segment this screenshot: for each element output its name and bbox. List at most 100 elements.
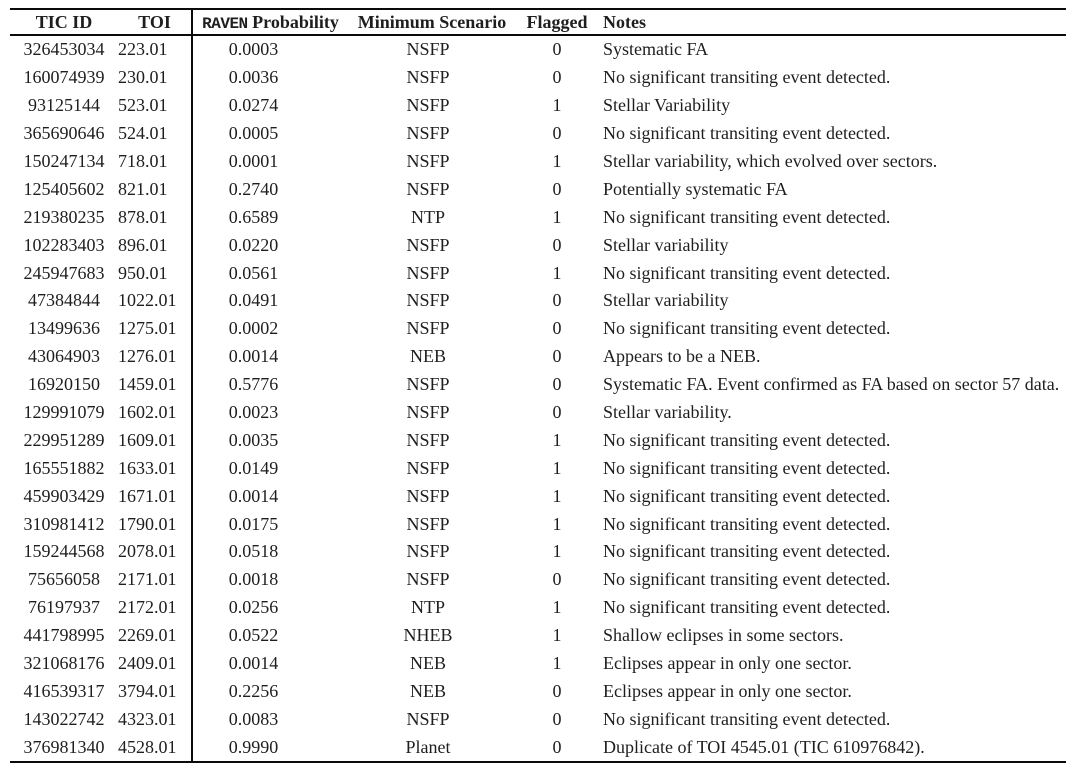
flagged-cell: 1: [552, 541, 562, 562]
raven-probability-cell: 0.2256: [191, 677, 348, 706]
raven-probability-cell: 0.0175: [191, 510, 348, 539]
table-row: 321068176 2409.01 0.0014 NEB 1 Eclipses …: [10, 649, 1066, 678]
notes-cell: Systematic FA: [603, 39, 709, 60]
table-row: 229951289 1609.01 0.0035 NSFP 1 No signi…: [10, 426, 1066, 455]
notes-cell: No significant transiting event detected…: [603, 485, 891, 506]
table-row: 143022742 4323.01 0.0083 NSFP 0 No signi…: [10, 705, 1066, 734]
probability-label: Probability: [252, 11, 339, 32]
notes-cell: Potentially systematic FA: [603, 178, 788, 199]
minimum-scenario-cell: NHEB: [403, 625, 453, 646]
table-row: 43064903 1276.01 0.0014 NEB 0 Appears to…: [10, 342, 1066, 371]
toi-cell: 1790.01: [118, 513, 177, 534]
raven-probability-cell: 0.0018: [191, 565, 348, 594]
tic-id-cell: 160074939: [23, 67, 105, 88]
toi-cell: 1022.01: [118, 290, 177, 311]
minimum-scenario-cell: NSFP: [406, 569, 450, 590]
flagged-cell: 0: [552, 374, 562, 395]
tic-id-cell: 150247134: [23, 151, 105, 171]
minimum-scenario-cell: NSFP: [406, 67, 450, 88]
toi-cell: 523.01: [118, 95, 168, 116]
tic-id-cell: 365690646: [23, 123, 105, 144]
tic-id-cell: 102283403: [23, 234, 105, 255]
column-header-minimum-scenario: Minimum Scenario: [348, 9, 516, 36]
toi-cell: 950.01: [118, 262, 168, 283]
flagged-cell: 0: [552, 680, 562, 701]
table-row: 16920150 1459.01 0.5776 NSFP 0 Systemati…: [10, 370, 1066, 399]
tic-id-cell: 129991079: [23, 402, 105, 423]
notes-cell: Stellar variability.: [603, 402, 732, 423]
minimum-scenario-cell: NSFP: [406, 318, 450, 339]
table-row: 125405602 821.01 0.2740 NSFP 0 Potential…: [10, 175, 1066, 204]
flagged-cell: 0: [552, 234, 562, 255]
raven-probability-cell: 0.0005: [191, 119, 348, 148]
flagged-cell: 1: [552, 513, 562, 534]
notes-cell: Appears to be a NEB.: [603, 346, 761, 367]
flagged-cell: 0: [552, 39, 562, 60]
table-row: 13499636 1275.01 0.0002 NSFP 0 No signif…: [10, 314, 1066, 343]
minimum-scenario-cell: NSFP: [406, 123, 450, 144]
minimum-scenario-cell: NSFP: [406, 708, 450, 729]
table-row: 159244568 2078.01 0.0518 NSFP 1 No signi…: [10, 538, 1066, 566]
tic-id-cell: 43064903: [28, 346, 100, 367]
table-row: 326453034 223.01 0.0003 NSFP 0 Systemati…: [10, 35, 1066, 64]
tic-id-cell: 165551882: [23, 457, 105, 478]
minimum-scenario-cell: NEB: [410, 653, 446, 674]
tic-id-cell: 310981412: [23, 513, 105, 534]
table-header-row: TIC ID TOI RAVEN Probability Minimum Sce…: [10, 9, 1066, 36]
toi-cell: 2171.01: [118, 569, 177, 590]
raven-probability-cell: 0.0220: [191, 231, 348, 260]
notes-cell: Shallow eclipses in some sectors.: [603, 625, 844, 646]
notes-cell: No significant transiting event detected…: [603, 569, 891, 590]
toi-cell: 3794.01: [118, 680, 177, 701]
notes-cell: No significant transiting event detected…: [603, 541, 891, 562]
flagged-cell: 0: [552, 736, 562, 757]
minimum-scenario-cell: NSFP: [406, 513, 450, 534]
column-header-notes: Notes: [598, 9, 1066, 36]
toi-cell: 718.01: [118, 151, 168, 171]
table-row: 75656058 2171.01 0.0018 NSFP 0 No signif…: [10, 565, 1066, 594]
raven-probability-cell: 0.0003: [191, 35, 348, 64]
notes-cell: Systematic FA. Event confirmed as FA bas…: [603, 374, 1060, 395]
tic-id-cell: 321068176: [23, 653, 105, 674]
toi-cell: 1633.01: [118, 457, 177, 478]
raven-probability-cell: 0.0014: [191, 342, 348, 371]
table-row: 219380235 878.01 0.6589 NTP 1 No signifi…: [10, 203, 1066, 232]
tic-id-cell: 376981340: [23, 736, 105, 757]
flagged-cell: 1: [552, 653, 562, 674]
table-body: 326453034 223.01 0.0003 NSFP 0 Systemati…: [10, 35, 1066, 763]
flagged-cell: 1: [552, 95, 562, 116]
notes-cell: No significant transiting event detected…: [603, 429, 891, 450]
column-header-raven-probability: RAVEN Probability: [191, 9, 348, 36]
raven-probability-cell: 0.0035: [191, 426, 348, 455]
minimum-scenario-cell: NSFP: [406, 485, 450, 506]
raven-probability-cell: 0.0518: [191, 538, 348, 566]
flagged-cell: 0: [552, 290, 562, 311]
table-row: 165551882 1633.01 0.0149 NSFP 1 No signi…: [10, 454, 1066, 483]
table-row: 365690646 524.01 0.0005 NSFP 0 No signif…: [10, 119, 1066, 148]
toi-cell: 230.01: [118, 67, 168, 88]
tic-id-cell: 76197937: [28, 597, 100, 618]
toi-cell: 896.01: [118, 234, 168, 255]
table-row: 76197937 2172.01 0.0256 NTP 1 No signifi…: [10, 593, 1066, 622]
column-header-toi: TOI: [118, 9, 192, 36]
tic-id-cell: 16920150: [28, 374, 100, 395]
raven-probability-cell: 0.2740: [191, 175, 348, 204]
tic-id-cell: 13499636: [28, 318, 100, 339]
flagged-cell: 0: [552, 708, 562, 729]
column-header-flagged: Flagged: [516, 9, 598, 36]
toi-cell: 223.01: [118, 39, 168, 60]
toi-cell: 1671.01: [118, 485, 177, 506]
notes-cell: No significant transiting event detected…: [603, 262, 891, 283]
toi-cell: 524.01: [118, 123, 168, 144]
raven-probability-cell: 0.0002: [191, 314, 348, 343]
toi-cell: 2269.01: [118, 625, 177, 646]
table-row: 441798995 2269.01 0.0522 NHEB 1 Shallow …: [10, 621, 1066, 650]
raven-probability-cell: 0.0522: [191, 621, 348, 650]
toi-cell: 4528.01: [118, 736, 177, 757]
flagged-cell: 1: [552, 485, 562, 506]
raven-probability-cell: 0.6589: [191, 203, 348, 232]
minimum-scenario-cell: NEB: [410, 346, 446, 367]
tic-id-cell: 326453034: [23, 39, 105, 60]
raven-probability-cell: 0.0274: [191, 91, 348, 120]
